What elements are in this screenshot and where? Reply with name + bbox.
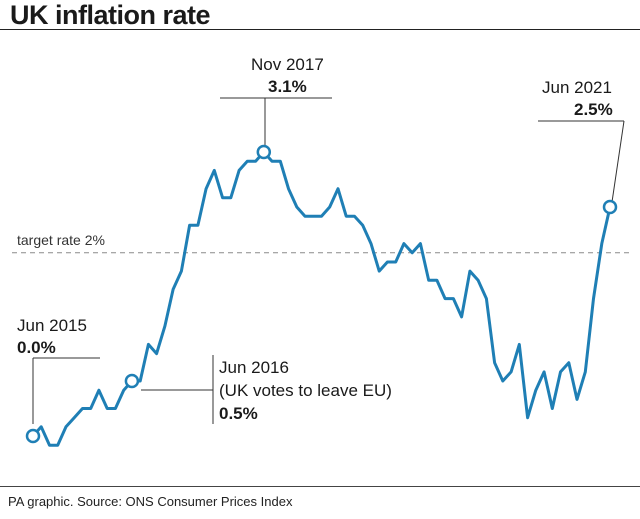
annotation-nov-2017-value: 3.1% [268,77,307,96]
data-point-marker-nov-2017 [256,144,272,160]
footer-divider [0,486,640,487]
annotation-jun-2016-note: (UK votes to leave EU) [219,381,392,400]
annotation-jun-2015: Jun 2015 0.0% [17,316,100,424]
chart-title: UK inflation rate [10,0,211,30]
data-point-marker-jun-2015 [25,428,41,444]
data-point-marker-jun-2021 [602,199,618,215]
target-rate-label: target rate 2% [17,232,105,248]
annotation-jun-2015-date: Jun 2015 [17,316,87,335]
annotation-nov-2017-date: Nov 2017 [251,55,324,74]
annotation-jun-2021-date: Jun 2021 [542,78,612,97]
annotation-jun-2021-stem [611,120,625,203]
data-point-marker-jun-2016 [124,373,140,389]
annotation-jun-2021: Jun 2021 2.5% [538,78,625,203]
title-divider [0,29,640,30]
inflation-line-chart: target rate 2% Jun 2015 0.0% Jun 2016 (U… [12,55,630,447]
source-note: PA graphic. Source: ONS Consumer Prices … [8,494,293,509]
annotation-jun-2016-value: 0.5% [219,404,258,423]
annotation-jun-2015-value: 0.0% [17,338,56,357]
annotation-jun-2016: Jun 2016 (UK votes to leave EU) 0.5% [141,355,392,424]
annotation-jun-2016-date: Jun 2016 [219,358,289,377]
annotation-markers [25,144,618,444]
annotation-nov-2017: Nov 2017 3.1% [220,55,332,146]
annotation-jun-2021-value: 2.5% [574,100,613,119]
inflation-series-line [31,150,612,447]
